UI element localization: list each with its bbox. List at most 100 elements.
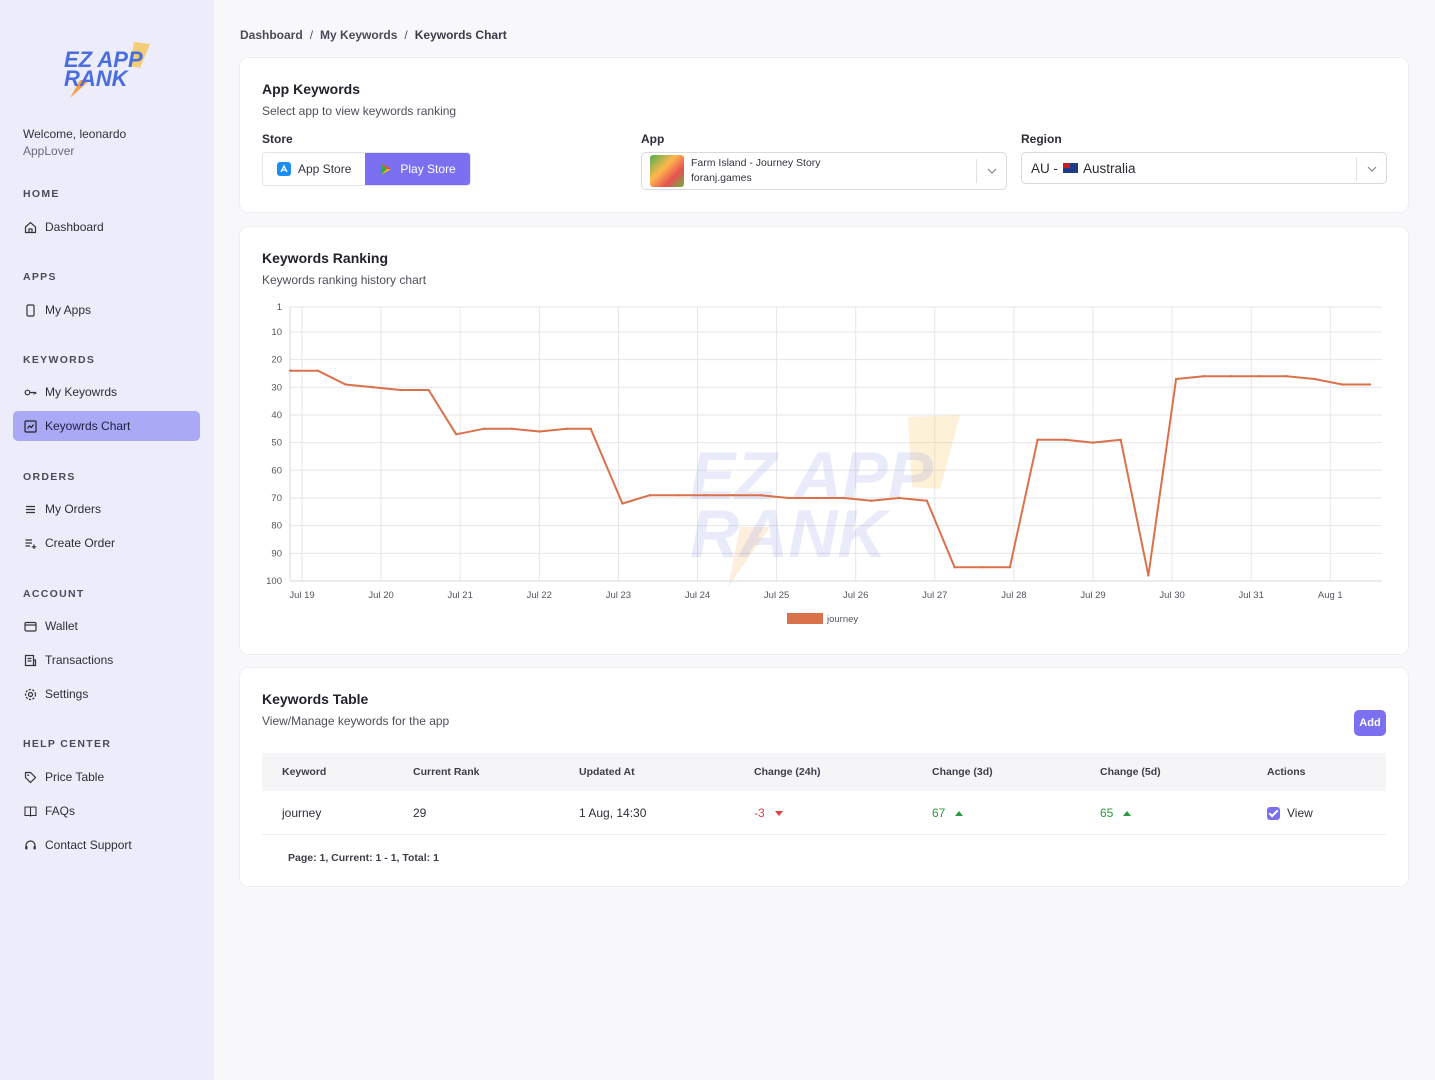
data-point[interactable] [482, 427, 486, 430]
ranking-line-chart[interactable]: 1 10 20 30 40 50 60 70 80 90 100 Jul 19 Jul 20 Jul 21… [240, 227, 1408, 654]
data-point[interactable] [676, 494, 679, 497]
data-point[interactable] [538, 430, 541, 433]
table-row: journey 29 1 Aug, 14:30 -3 67 65 View [262, 791, 1386, 835]
data-point[interactable] [371, 386, 375, 389]
data-point[interactable] [1174, 377, 1178, 381]
x-tick-label: Jul 22 [527, 590, 552, 601]
header-current-rank[interactable]: Current Rank [413, 766, 480, 778]
nav-create-order[interactable]: Create Order [13, 528, 200, 558]
data-point[interactable] [1064, 438, 1067, 442]
y-tick-label: 10 [271, 327, 282, 338]
data-point[interactable] [589, 427, 592, 430]
data-point[interactable] [925, 499, 929, 502]
header-change-24h[interactable]: Change (24h) [754, 766, 821, 778]
table-subtitle: View/Manage keywords for the app [262, 714, 450, 728]
series-line-journey[interactable] [290, 369, 1370, 577]
y-tick-label: 70 [271, 493, 282, 504]
data-point[interactable] [1257, 374, 1261, 378]
data-point[interactable] [870, 499, 873, 502]
x-tick-label: Aug 1 [1318, 590, 1343, 601]
x-tick-label: Jul 20 [368, 590, 393, 601]
checkbox-icon[interactable] [1267, 807, 1280, 821]
view-action[interactable]: View [1267, 806, 1313, 821]
nav-my-keywords[interactable]: My Keyowrds [13, 377, 200, 407]
nav-price-table[interactable]: Price Table [13, 762, 200, 792]
data-point[interactable] [787, 496, 790, 500]
x-tick-label: Jul 31 [1239, 590, 1264, 601]
data-point[interactable] [399, 388, 403, 392]
nav-faqs[interactable]: FAQs [13, 796, 200, 826]
breadcrumb-dashboard[interactable]: Dashboard [240, 28, 303, 42]
data-point[interactable] [288, 369, 292, 372]
nav-my-apps-label: My Apps [45, 303, 92, 317]
data-point[interactable] [704, 494, 707, 497]
nav-create-order-label: Create Order [45, 536, 116, 550]
data-point[interactable] [427, 388, 430, 392]
header-change-3d[interactable]: Change (3d) [932, 766, 993, 778]
nav-wallet[interactable]: Wallet [13, 611, 200, 641]
logo-text-bottom: RANK [64, 66, 130, 91]
data-point[interactable] [510, 427, 513, 430]
sidebar: EZ APP RANK Welcome, leonardo AppLover H… [0, 0, 214, 1080]
y-tick-label: 50 [271, 438, 282, 449]
header-updated-at[interactable]: Updated At [579, 766, 635, 778]
y-tick-label: 90 [271, 548, 282, 559]
add-keyword-button[interactable]: Add [1354, 710, 1386, 736]
region-code: AU - [1031, 160, 1058, 176]
data-point[interactable] [759, 494, 762, 497]
store-option-app-store[interactable]: App Store [263, 153, 366, 185]
data-point[interactable] [1313, 377, 1316, 381]
nav-dashboard[interactable]: Dashboard [13, 212, 200, 242]
data-point[interactable] [648, 494, 652, 497]
data-point[interactable] [1119, 438, 1122, 442]
breadcrumb-separator: / [404, 28, 408, 42]
data-point[interactable] [565, 427, 569, 430]
data-point[interactable] [953, 565, 956, 569]
nav-contact-support[interactable]: Contact Support [13, 830, 200, 860]
key-icon [24, 386, 37, 399]
nav-my-orders[interactable]: My Orders [13, 494, 200, 524]
nav-settings[interactable]: Settings [13, 679, 200, 709]
header-keyword[interactable]: Keyword [282, 766, 327, 778]
legend-label[interactable]: journey [826, 614, 858, 625]
data-point[interactable] [731, 494, 735, 497]
x-tick-label: Jul 25 [764, 590, 789, 601]
chevron-down-icon [976, 159, 1006, 183]
caret-up-icon [955, 811, 964, 817]
data-point[interactable] [1091, 441, 1095, 444]
data-point[interactable] [1036, 438, 1039, 442]
region-select[interactable]: AU - Australia [1021, 152, 1387, 184]
legend-swatch[interactable] [787, 613, 823, 624]
data-point[interactable] [1008, 565, 1012, 569]
app-select[interactable]: Farm Island - Journey Story foranj.games [641, 152, 1007, 190]
nav-transactions[interactable]: Transactions [13, 645, 200, 675]
x-tick-label: Jul 27 [922, 590, 947, 601]
data-point[interactable] [842, 496, 846, 500]
breadcrumb-my-keywords[interactable]: My Keywords [320, 28, 398, 42]
breadcrumb-separator: / [309, 28, 314, 42]
data-point[interactable] [1285, 374, 1288, 378]
data-point[interactable] [455, 433, 458, 436]
data-point[interactable] [316, 369, 320, 372]
app-logo[interactable]: EZ APP RANK [60, 40, 156, 100]
data-point[interactable] [1147, 574, 1150, 577]
app-select-text: Farm Island - Journey Story foranj.games [691, 156, 821, 186]
app-store-icon [277, 162, 291, 176]
header-change-5d[interactable]: Change (5d) [1100, 766, 1161, 778]
data-point[interactable] [981, 565, 984, 569]
app-thumbnail [650, 155, 684, 187]
keywords-ranking-card: Keywords Ranking Keywords ranking histor… [240, 227, 1408, 654]
data-point[interactable] [1230, 374, 1233, 378]
data-point[interactable] [621, 502, 624, 505]
nav-my-orders-label: My Orders [45, 502, 102, 516]
cell-change-24h: -3 [754, 806, 783, 820]
data-point[interactable] [1368, 383, 1372, 386]
store-option-play-store[interactable]: Play Store [365, 153, 470, 185]
nav-keywords-chart[interactable]: Keyowrds Chart [13, 411, 200, 441]
data-point[interactable] [814, 496, 818, 500]
data-point[interactable] [344, 383, 347, 386]
data-point[interactable] [1340, 383, 1344, 386]
data-point[interactable] [898, 496, 901, 500]
nav-my-apps[interactable]: My Apps [13, 295, 200, 325]
data-point[interactable] [1202, 374, 1205, 378]
